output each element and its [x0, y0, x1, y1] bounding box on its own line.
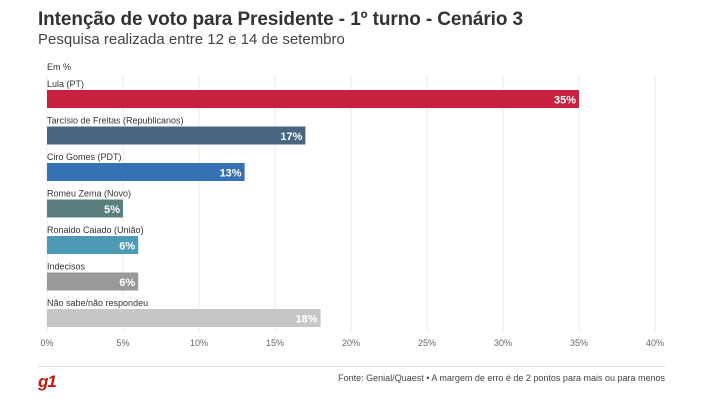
bar: [47, 309, 321, 327]
bar: [47, 199, 123, 218]
unit-label: Em %: [47, 62, 72, 72]
data-label: 13%: [220, 168, 242, 180]
bar: [47, 126, 306, 145]
category-label: Tarcísio de Freitas (Republicanos): [47, 116, 184, 126]
x-tick-label: 10%: [190, 338, 208, 348]
x-tick-label: 15%: [266, 338, 284, 348]
footer-divider: [38, 366, 665, 367]
bar: [47, 272, 139, 291]
x-tick-label: 35%: [570, 338, 588, 348]
category-label: Ronaldo Caiado (União): [47, 225, 144, 235]
bar: [47, 163, 245, 181]
bar: [47, 90, 579, 108]
data-label: 17%: [280, 131, 302, 143]
data-label: 6%: [119, 277, 135, 289]
data-label: 5%: [104, 204, 120, 216]
x-tick-label: 25%: [418, 338, 436, 348]
data-label: 35%: [554, 95, 576, 107]
data-label: 6%: [119, 241, 135, 253]
chart-title: Intenção de voto para Presidente - 1º tu…: [38, 9, 523, 30]
category-label: Não sabe/não respondeu: [47, 298, 148, 308]
bar: [47, 236, 139, 254]
x-tick-label: 20%: [342, 338, 360, 348]
category-label: Lula (PT): [47, 79, 84, 89]
data-label: 18%: [296, 314, 318, 326]
x-tick-label: 5%: [116, 338, 129, 348]
source-note: Fonte: Genial/Quaest • A margem de erro …: [338, 373, 665, 383]
x-tick-label: 40%: [646, 338, 664, 348]
chart-subtitle: Pesquisa realizada entre 12 e 14 de sete…: [38, 31, 345, 48]
category-label: Indecisos: [47, 262, 86, 272]
category-label: Ciro Gomes (PDT): [47, 152, 122, 162]
category-label: Romeu Zema (Novo): [47, 189, 131, 199]
x-tick-label: 30%: [494, 338, 512, 348]
g1-logo: g1: [38, 372, 57, 391]
x-tick-label: 0%: [40, 338, 53, 348]
